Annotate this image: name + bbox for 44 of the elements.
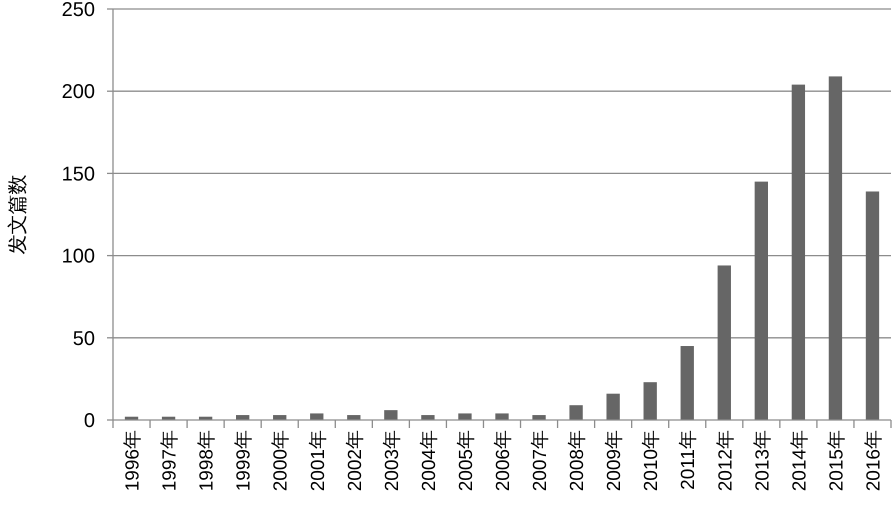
x-tick-label: 2011年 xyxy=(678,430,700,490)
y-axis-title: 发文篇数 xyxy=(7,174,29,254)
bar xyxy=(754,182,768,420)
bar xyxy=(718,265,731,420)
x-tick-label: 2003年 xyxy=(382,430,403,492)
y-tick-label: 250 xyxy=(62,0,95,21)
x-tick-label: 2006年 xyxy=(493,430,514,492)
bar xyxy=(384,410,398,420)
x-tick-label: 2009年 xyxy=(604,430,626,492)
x-tick-label: 2008年 xyxy=(567,430,588,492)
bar xyxy=(828,76,842,420)
x-tick-label: 2000年 xyxy=(270,430,292,492)
x-tick-label: 2014年 xyxy=(789,430,810,492)
x-tick-label: 1998年 xyxy=(196,430,218,492)
x-tick-label: 1997年 xyxy=(160,430,181,492)
bar xyxy=(421,415,435,420)
x-tick-label: 2015年 xyxy=(826,430,848,492)
y-tick-label: 100 xyxy=(62,246,95,268)
bar xyxy=(236,415,250,420)
x-tick-label: 2012年 xyxy=(715,430,736,492)
x-tick-label: 2007年 xyxy=(530,430,552,492)
bar xyxy=(792,84,806,420)
x-tick-label: 2016年 xyxy=(863,430,884,492)
bar xyxy=(198,416,212,420)
bar xyxy=(680,346,694,420)
bar xyxy=(644,382,657,420)
bar xyxy=(866,191,880,420)
x-tick-label: 1996年 xyxy=(122,430,144,492)
bar xyxy=(347,415,360,420)
x-tick-label: 2004年 xyxy=(418,430,440,492)
x-tick-label: 2002年 xyxy=(344,430,366,492)
y-tick-label: 200 xyxy=(62,81,95,104)
bar xyxy=(569,405,583,420)
y-tick-label: 150 xyxy=(62,163,95,186)
bar xyxy=(606,394,620,420)
x-tick-label: 2001年 xyxy=(308,430,329,492)
x-tick-label: 2013年 xyxy=(752,430,774,492)
y-tick-label: 0 xyxy=(84,410,95,432)
bar xyxy=(273,415,286,420)
x-tick-label: 1999年 xyxy=(234,430,255,492)
x-tick-label: 2010年 xyxy=(641,430,662,492)
y-tick-label: 50 xyxy=(72,328,95,350)
x-tick-label: 2005年 xyxy=(456,430,477,492)
bar xyxy=(310,413,324,420)
